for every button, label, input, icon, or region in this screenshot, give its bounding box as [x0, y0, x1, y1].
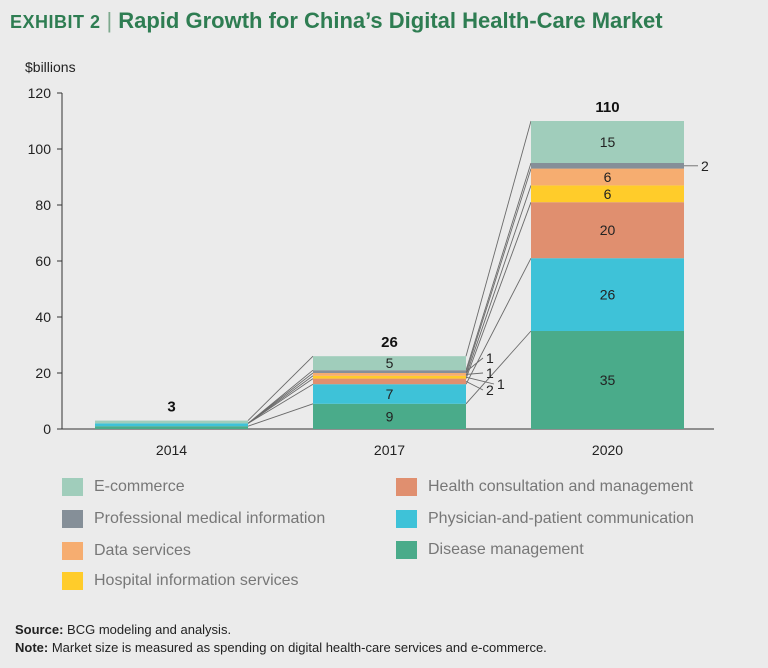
- bar-segment: [531, 202, 684, 259]
- data-label-external: 2: [486, 382, 494, 398]
- legend-item-hospital-information-services: Hospital information services: [62, 570, 299, 592]
- legend-label: Professional medical information: [94, 510, 326, 527]
- legend-swatch: [62, 478, 83, 496]
- chart-title: EXHIBIT 2 | Rapid Growth for China’s Digit…: [10, 8, 663, 34]
- data-label: 7: [386, 386, 394, 402]
- bar-segment: [531, 168, 684, 186]
- legend-item-professional-medical-information: Professional medical information: [62, 508, 325, 530]
- y-tick-label: 60: [35, 253, 51, 269]
- legend-label: Disease management: [428, 541, 584, 558]
- stacked-bar-chart: $billions0204060801001202014320172620201…: [25, 59, 714, 458]
- data-label-external: 1: [486, 365, 494, 381]
- legend-swatch: [62, 510, 83, 528]
- bar-total-label: 26: [381, 334, 398, 351]
- legend-swatch: [396, 510, 417, 528]
- data-label-external: 1: [497, 376, 505, 392]
- connector-line: [247, 383, 314, 424]
- data-label: 20: [600, 222, 616, 238]
- source-note: Source: BCG modeling and analysis.: [15, 621, 547, 639]
- x-tick-label: 2020: [592, 442, 623, 458]
- connector-line: [247, 355, 314, 421]
- bar-segment: [531, 331, 684, 429]
- legend-label: Health consultation and management: [428, 478, 694, 495]
- data-label: 9: [386, 408, 394, 424]
- bar-segment: [313, 403, 466, 429]
- y-tick-label: 40: [35, 309, 51, 325]
- legend-swatch: [396, 541, 417, 559]
- data-label: 6: [604, 169, 612, 185]
- connector-line: [465, 162, 532, 371]
- leader-line: [465, 376, 495, 385]
- title-text: Rapid Growth for China’s Digital Health-…: [118, 8, 663, 33]
- bar-segment: [531, 258, 684, 331]
- legend-item-disease-management: Disease management: [396, 539, 584, 561]
- footnotes: Source: BCG modeling and analysis. Note:…: [15, 621, 547, 657]
- y-tick-label: 120: [28, 85, 52, 101]
- data-label: 26: [600, 287, 616, 303]
- bar-segment: [95, 423, 248, 427]
- source-text: BCG modeling and analysis.: [67, 622, 232, 637]
- y-axis-unit-label: $billions: [25, 59, 76, 75]
- connector-line: [465, 185, 532, 376]
- legend-item-e-commerce: E-commerce: [62, 476, 185, 498]
- y-tick-label: 80: [35, 197, 51, 213]
- bar-segment: [313, 384, 466, 404]
- x-tick-label: 2014: [156, 442, 187, 458]
- legend-label: Data services: [94, 542, 191, 559]
- y-tick-label: 20: [35, 365, 51, 381]
- data-label: 5: [386, 355, 394, 371]
- market-note: Note: Market size is measured as spendin…: [15, 639, 547, 657]
- y-tick-label: 100: [28, 141, 52, 157]
- source-label: Source:: [15, 622, 64, 637]
- bar-segment: [95, 420, 248, 424]
- leader-line: [465, 357, 484, 372]
- bar-segment: [313, 370, 466, 373]
- bar-segment: [531, 121, 684, 163]
- connector-line: [465, 330, 532, 405]
- legend-label: Hospital information services: [94, 572, 299, 589]
- bar-segment: [531, 185, 684, 203]
- legend-label: E-commerce: [94, 478, 185, 495]
- connector-line: [247, 403, 314, 427]
- bar-segment: [95, 426, 248, 429]
- bar-segment: [313, 373, 466, 376]
- bar-total-label: 3: [167, 399, 175, 416]
- x-tick-label: 2017: [374, 442, 405, 458]
- y-tick-label: 0: [43, 421, 51, 437]
- bar-segment: [313, 378, 466, 385]
- data-label: 35: [600, 372, 616, 388]
- note-text: Market size is measured as spending on d…: [51, 640, 547, 655]
- connector-line: [465, 202, 532, 379]
- bar-total-label: 110: [595, 99, 619, 116]
- bar-segment: [313, 375, 466, 379]
- data-label: 15: [600, 134, 616, 150]
- legend-item-data-services: Data services: [62, 540, 191, 562]
- note-label: Note:: [15, 640, 49, 655]
- connector-line: [247, 369, 314, 424]
- legend-item-health-consultation: Health consultation and management: [396, 476, 693, 498]
- data-label: 6: [604, 186, 612, 202]
- data-label-external: 1: [486, 350, 494, 366]
- connector-line: [465, 120, 532, 357]
- leader-line: [465, 372, 484, 375]
- legend-item-physician-patient-communication: Physician-and-patient communication: [396, 508, 694, 530]
- legend-swatch: [62, 542, 83, 560]
- title-separator: |: [106, 8, 113, 33]
- legend-swatch: [62, 572, 83, 590]
- leader-line: [465, 380, 484, 391]
- connector-line: [465, 168, 532, 374]
- bar-segment: [313, 356, 466, 371]
- legend-swatch: [396, 478, 417, 496]
- data-label-external: 2: [701, 158, 709, 174]
- bar-segment: [531, 163, 684, 169]
- legend-label: Physician-and-patient communication: [428, 510, 694, 527]
- exhibit-label: EXHIBIT 2: [10, 12, 101, 32]
